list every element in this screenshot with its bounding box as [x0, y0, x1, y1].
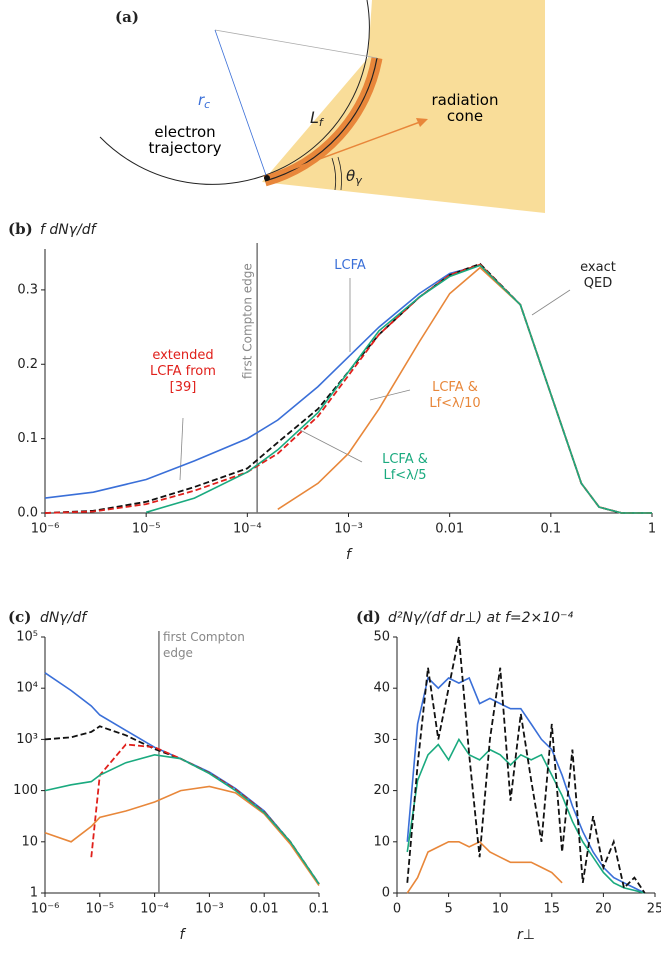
- connector: [179, 417, 184, 481]
- series-label: extended LCFA from [39]: [150, 348, 216, 395]
- series-line: [44, 262, 652, 514]
- lf-subscript: f: [319, 116, 325, 129]
- x-tick-label: 5: [444, 902, 452, 917]
- connector: [299, 429, 363, 463]
- chart-title: f dNγ/df: [40, 222, 98, 238]
- lf-symbol: L: [310, 108, 319, 127]
- connectors: [179, 278, 571, 481]
- formation-line: [264, 57, 378, 182]
- series-line: [406, 676, 646, 894]
- series-line: [406, 737, 645, 894]
- x-tick-label: 0.1: [540, 522, 561, 537]
- x-tick-label: 10⁻³: [334, 522, 363, 537]
- lf-label: Lf: [310, 108, 325, 130]
- radiation-cone-label: radiation cone: [431, 91, 499, 125]
- x-tick-label: 20: [595, 902, 612, 917]
- chart-title: d²Nγ/(df dr⊥) at f=2×10⁻⁴: [388, 610, 573, 626]
- y-tick-label: 10⁵: [16, 630, 38, 645]
- series-line: [406, 840, 563, 894]
- rc-line: [214, 29, 268, 179]
- y-tick-label: 1: [30, 886, 38, 901]
- x-tick-label: 10⁻⁶: [31, 522, 60, 537]
- radius-line: [214, 29, 378, 59]
- y-tick-label: 0.0: [17, 506, 38, 521]
- series-line: [44, 264, 652, 514]
- panel-label: (c): [8, 608, 31, 626]
- arrow: [267, 121, 421, 179]
- series-label: exact QED: [580, 260, 616, 291]
- series-line: [44, 785, 320, 886]
- series-line: [44, 753, 320, 885]
- y-tick-label: 50: [373, 630, 390, 645]
- diagram: (a) rc Lf θγ: [99, 0, 545, 213]
- x-tick-label: 10⁻⁴: [140, 902, 169, 917]
- x-tick-label: 10⁻⁶: [31, 902, 60, 917]
- y-tick-label: 10³: [16, 732, 38, 747]
- x-tick-label: 15: [544, 902, 561, 917]
- x-tick-label: 10⁻⁵: [85, 902, 114, 917]
- x-axis-label: f: [346, 547, 353, 563]
- y-tick-label: 40: [373, 681, 390, 696]
- x-tick-label: 25: [647, 902, 661, 917]
- x-axis-label: f: [180, 927, 187, 943]
- y-tick-label: 0: [382, 886, 390, 901]
- series-label: LCFA & Lf<λ/10: [429, 380, 481, 411]
- x-tick-label: 1: [648, 522, 656, 537]
- series-line: [44, 725, 320, 885]
- y-tick-label: 10⁴: [16, 681, 38, 696]
- x-tick-label: 10⁻³: [195, 902, 224, 917]
- y-tick-label: 0.1: [17, 431, 38, 446]
- y-tick-label: 30: [373, 732, 390, 747]
- series-label: LCFA & Lf<λ/5: [382, 452, 428, 483]
- series-label: LCFA: [334, 258, 366, 273]
- arrow-head: [416, 118, 428, 127]
- x-axis-label: r⊥: [517, 927, 535, 943]
- x-tick-label: 10: [492, 902, 509, 917]
- x-tick-label: 10⁻⁵: [132, 522, 161, 537]
- rc-symbol: r: [198, 91, 205, 109]
- x-tick-label: 0.1: [309, 902, 330, 917]
- y-tick-label: 10: [21, 834, 38, 849]
- connector: [531, 289, 571, 316]
- rc-label: rc: [198, 91, 210, 112]
- series-line: [44, 672, 320, 885]
- y-tick-label: 20: [373, 783, 390, 798]
- panel-label: (a): [115, 8, 139, 26]
- theta-label: θγ: [346, 167, 362, 188]
- y-tick-label: 0.2: [17, 357, 38, 372]
- electron-trajectory-label: electron trajectory: [148, 123, 222, 157]
- y-tick-label: 100: [13, 783, 38, 798]
- panel-label: (d): [356, 608, 381, 626]
- angle-arc: [331, 156, 342, 191]
- panel-label: (b): [8, 220, 33, 238]
- x-tick-label: 0.01: [250, 902, 279, 917]
- series-line: [90, 743, 320, 885]
- y-tick-label: 10: [373, 834, 390, 849]
- compton-edge-label: first Compton edge: [241, 263, 255, 379]
- x-tick-label: 0.01: [435, 522, 464, 537]
- theta-subscript: γ: [355, 174, 362, 187]
- series-line: [44, 263, 652, 514]
- trajectory-arc: [99, 0, 370, 185]
- connector: [369, 389, 411, 401]
- x-tick-label: 0: [393, 902, 401, 917]
- chart-title: dNγ/df: [40, 610, 88, 626]
- theta-symbol: θ: [346, 167, 355, 185]
- y-tick-label: 0.3: [17, 282, 38, 297]
- series-line: [145, 264, 652, 514]
- series-line: [406, 636, 646, 894]
- electron: [264, 175, 270, 181]
- rc-subscript: c: [204, 98, 210, 111]
- compton-edge-label: first Compton edge: [162, 630, 245, 660]
- x-tick-label: 10⁻⁴: [233, 522, 262, 537]
